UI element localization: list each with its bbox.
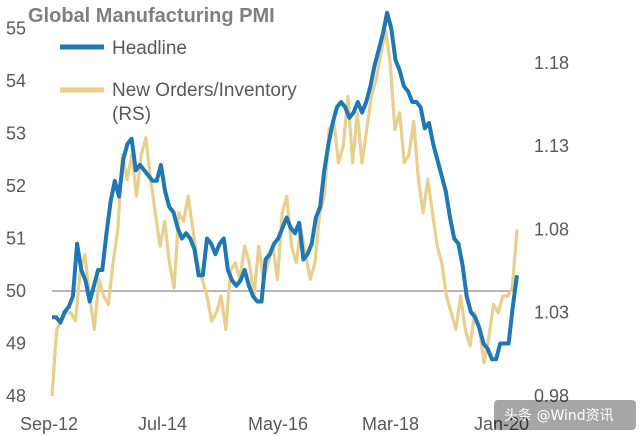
legend: Headline New Orders/Inventory (RS): [60, 38, 297, 125]
legend-label-headline: Headline: [112, 38, 187, 59]
x-tick-label: Sep-12: [20, 414, 78, 434]
x-axis: Sep-12 Jul-14 May-16 Mar-18 Jan-20: [20, 414, 529, 434]
series-line-headline: [52, 10, 519, 362]
left-tick-label: 55: [6, 19, 26, 39]
watermark: 头条 @Wind资讯: [494, 400, 636, 430]
x-tick-label: Mar-18: [362, 414, 419, 434]
left-tick-label: 54: [6, 71, 26, 91]
left-tick-label: 48: [6, 386, 26, 406]
right-axis: 0.98 1.03 1.08 1.13 1.18: [534, 53, 569, 406]
right-tick-label: 1.18: [534, 53, 569, 73]
right-tick-label: 1.08: [534, 219, 569, 239]
x-tick-label: May-16: [248, 414, 308, 434]
left-tick-label: 50: [6, 281, 26, 301]
chart-title: Global Manufacturing PMI: [28, 5, 275, 27]
left-tick-label: 52: [6, 176, 26, 196]
x-tick-label: Jan-20: [474, 414, 529, 434]
right-tick-label: 1.13: [534, 136, 569, 156]
watermark-text: 头条 @Wind资讯: [504, 407, 614, 424]
right-tick-label: 1.03: [534, 303, 569, 323]
legend-label-new-orders: New Orders/Inventory (RS): [112, 80, 297, 125]
left-tick-label: 49: [6, 334, 26, 354]
series-line-new-orders-inventory: [50, 28, 519, 397]
right-tick-label: 0.98: [534, 386, 569, 406]
left-tick-label: 53: [6, 124, 26, 144]
watermark-background: [494, 400, 636, 430]
left-tick-label: 51: [6, 229, 26, 249]
left-axis: 48 49 50 51 52 53 54 55: [6, 19, 26, 407]
x-tick-label: Jul-14: [138, 414, 187, 434]
